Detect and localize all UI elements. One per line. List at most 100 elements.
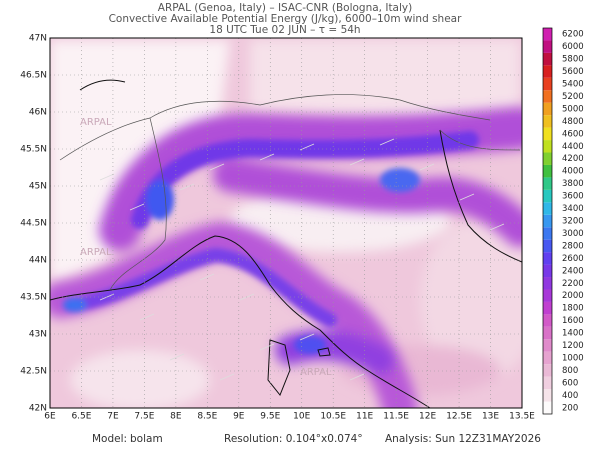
lon-label: 8.5E — [197, 412, 217, 422]
lat-label: 44N — [29, 256, 47, 266]
colorbar-swatch — [543, 152, 552, 165]
colorbar: 200 400 600 800 1000 1200 1400 1600 1800 2000 2200… — [542, 27, 584, 415]
lat-label: 47N — [29, 34, 47, 44]
colorbar-label: 3400 — [562, 204, 584, 214]
footer-model: bolam — [130, 433, 163, 445]
lon-label: 12.5E — [446, 412, 472, 422]
colorbar-swatch — [543, 202, 552, 215]
watermark: ARPAL — [80, 247, 112, 258]
colorbar-swatch — [543, 102, 552, 116]
colorbar-swatch — [543, 289, 552, 302]
colorbar-label: 1200 — [562, 341, 584, 351]
axis-labels: 6E 6.5E 7E 7.5E 8E 8.5E 9E 9.5E 10E 10.5E 11E 11.5E… — [20, 34, 535, 422]
colorbar-swatch — [543, 401, 552, 414]
colorbar-swatch — [543, 115, 552, 128]
lat-label: 42N — [29, 404, 47, 414]
colorbar-label: 1800 — [562, 304, 584, 314]
colorbar-swatch — [543, 376, 552, 390]
header-line: ARPAL (Genoa, Italy) – ISAC-CNR (Bologna… — [158, 2, 412, 14]
colorbar-label: 2400 — [562, 266, 584, 276]
colorbar-swatch — [543, 301, 552, 315]
footer-analysis: Analysis: Sun 12Z31MAY2026 — [385, 433, 541, 445]
colorbar-label: 4600 — [562, 129, 584, 139]
colorbar-swatch — [543, 164, 552, 178]
borders — [59, 94, 521, 291]
colorbar-swatch — [543, 326, 552, 340]
map-frame — [49, 37, 523, 409]
colorbar-swatch — [543, 214, 552, 228]
colorbar-frame — [542, 27, 553, 415]
colorbar-label: 1400 — [562, 329, 584, 339]
lon-label: 13E — [482, 412, 499, 422]
colorbar-swatch — [543, 65, 552, 78]
lat-label: 45N — [29, 182, 47, 192]
colorbar-label: 3000 — [562, 229, 584, 239]
lon-label: 7.5E — [134, 412, 154, 422]
colorbar-swatch — [543, 28, 552, 41]
lon-label: 10E — [293, 412, 310, 422]
colorbar-label: 5000 — [562, 104, 584, 114]
colorbar-label: 2800 — [562, 241, 584, 251]
colorbar-swatch — [543, 351, 552, 365]
colorbar-swatch — [543, 314, 552, 327]
coastlines — [50, 79, 522, 408]
colorbar-label: 400 — [562, 391, 578, 401]
colorbar-label: 5800 — [562, 55, 584, 65]
colorbar-label: 200 — [562, 403, 578, 413]
lon-label: 13.5E — [509, 412, 535, 422]
colorbar-label: 2600 — [562, 254, 584, 264]
watermark: ARPAL — [80, 117, 112, 128]
lon-label: 6E — [44, 412, 56, 422]
header-line: Convective Available Potential Energy (J… — [109, 13, 463, 25]
colorbar-swatch — [543, 40, 552, 53]
colorbar-label: 5400 — [562, 80, 584, 90]
colorbar-swatch — [543, 127, 552, 141]
colorbar-label: 1000 — [562, 353, 584, 363]
colorbar-label: 3600 — [562, 192, 584, 202]
lon-label: 7E — [107, 412, 119, 422]
colorbar-label: 3800 — [562, 179, 584, 189]
colorbar-swatch — [543, 140, 552, 153]
lat-label: 44.5N — [20, 219, 47, 229]
colorbar-swatch — [543, 252, 552, 265]
colorbar-label: 6200 — [562, 30, 584, 40]
lon-label: 9.5E — [260, 412, 280, 422]
colorbar-swatch — [543, 277, 552, 290]
colorbar-swatch — [543, 264, 552, 278]
colorbar-label: 2200 — [562, 279, 584, 289]
lon-label: 11.5E — [383, 412, 409, 422]
colorbar-swatch — [543, 90, 552, 103]
lat-label: 43.5N — [20, 293, 47, 303]
colorbar-swatch — [543, 339, 552, 352]
colorbar-swatch — [543, 239, 552, 253]
colorbar-swatch — [543, 189, 552, 203]
colorbar-label: 6000 — [562, 42, 584, 52]
colorbar-swatch — [543, 364, 552, 377]
colorbar-label: 3200 — [562, 217, 584, 227]
footer-resolution: Resolution: 0.104°x0.074° — [224, 433, 363, 445]
lon-label: 12E — [419, 412, 436, 422]
footer-label: Model: — [92, 433, 127, 445]
lon-label: 8E — [170, 412, 182, 422]
colorbar-swatch — [543, 389, 552, 402]
colorbar-swatch — [543, 227, 552, 240]
graticule — [50, 38, 522, 408]
colorbar-label: 5200 — [562, 92, 584, 102]
colorbar-label: 1600 — [562, 316, 584, 326]
lon-label: 9E — [233, 412, 245, 422]
lat-label: 46N — [29, 108, 47, 118]
colorbar-swatch — [543, 177, 552, 190]
lon-label: 11E — [356, 412, 373, 422]
colorbar-label: 4000 — [562, 167, 584, 177]
cape-field: ARPAL ARPAL ARPAL — [50, 38, 522, 408]
lat-label: 45.5N — [20, 145, 47, 155]
header-line: 18 UTC Tue 02 JUN – τ = 54h — [209, 24, 360, 36]
lat-label: 42.5N — [20, 367, 47, 377]
colorbar-label: 4400 — [562, 142, 584, 152]
lat-label: 46.5N — [20, 71, 47, 81]
colorbar-label: 4200 — [562, 154, 584, 164]
lon-label: 10.5E — [320, 412, 346, 422]
lon-label: 6.5E — [71, 412, 91, 422]
colorbar-label: 5600 — [562, 67, 584, 77]
